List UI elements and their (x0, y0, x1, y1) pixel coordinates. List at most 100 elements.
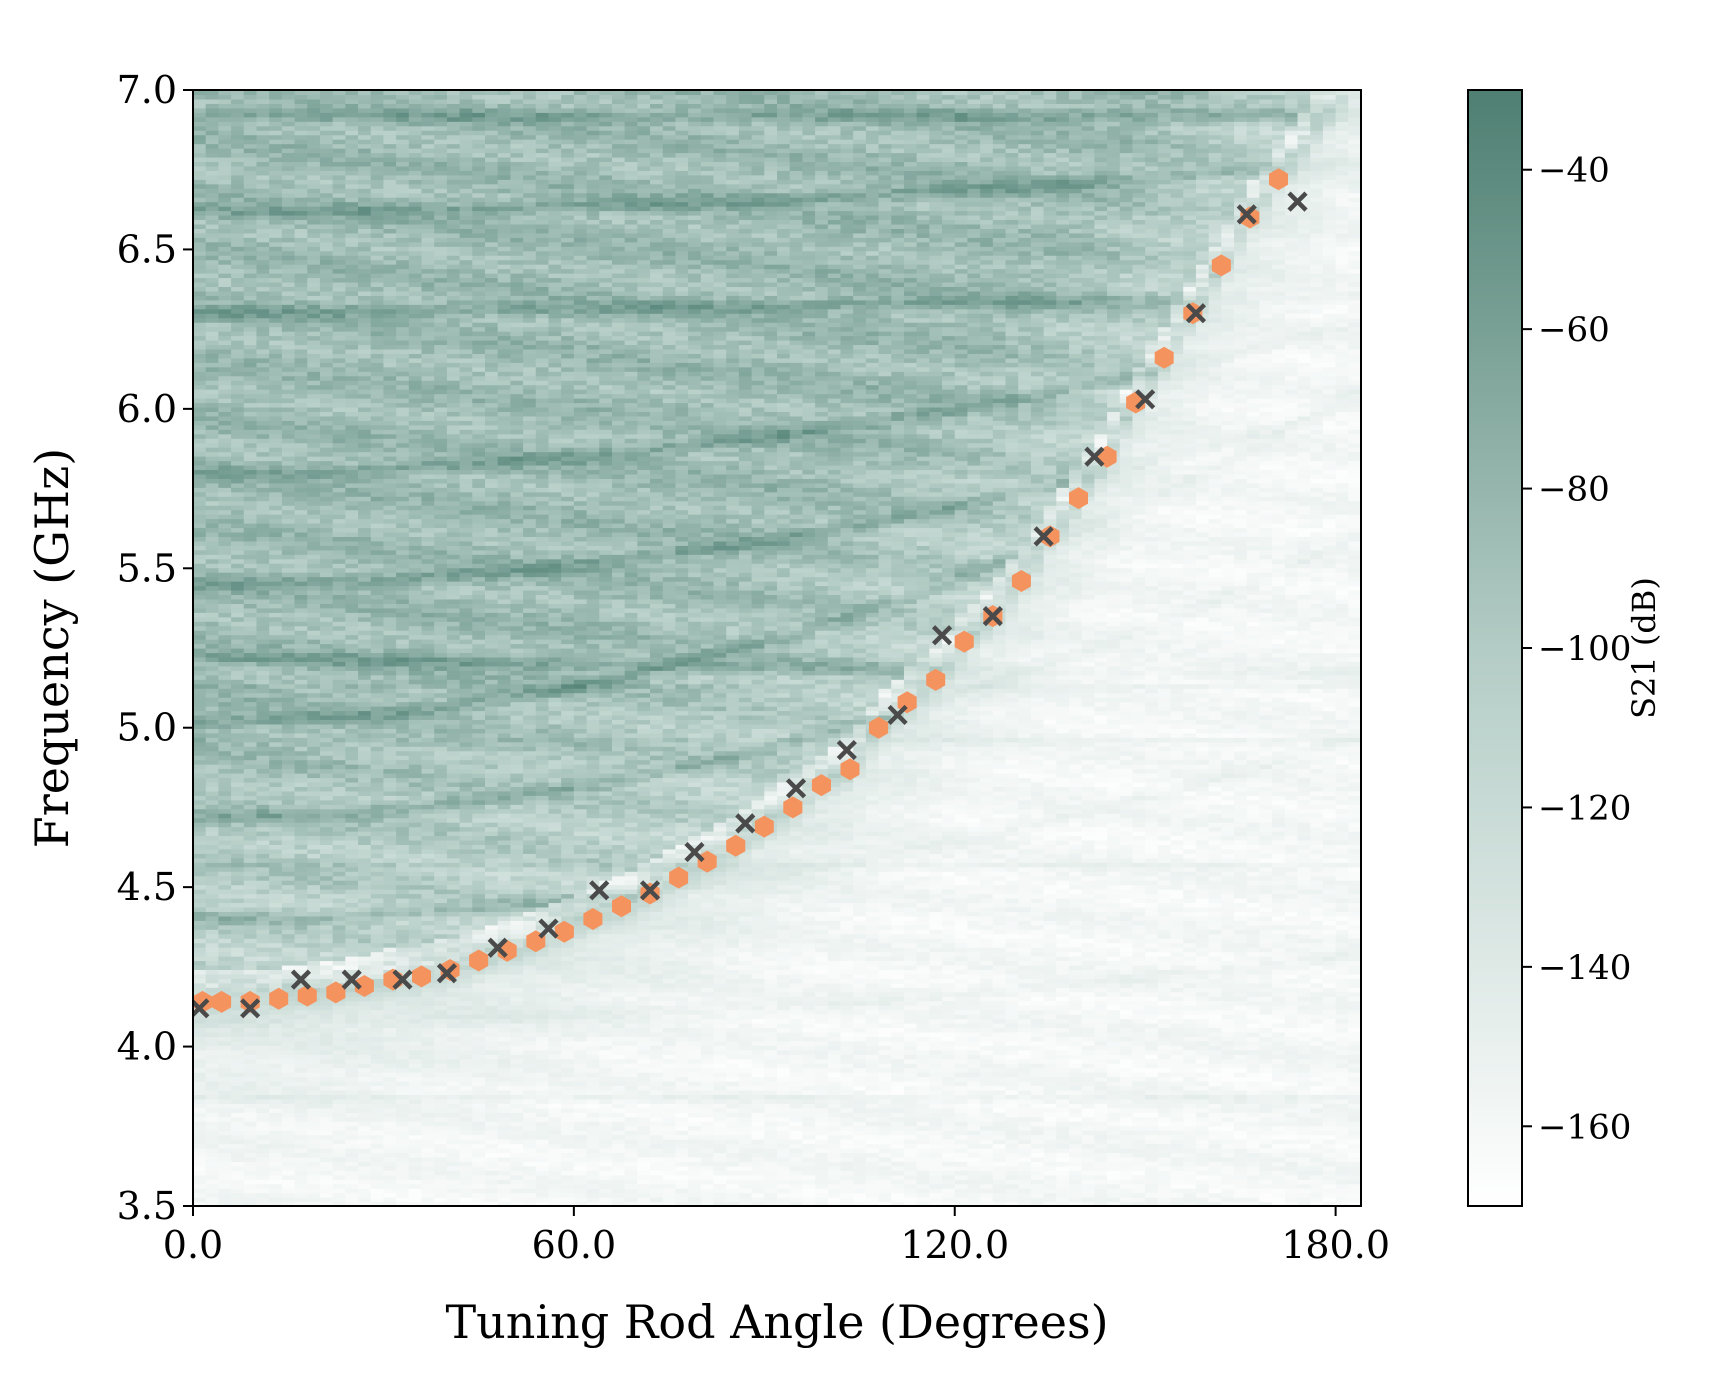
heatmap-cell (218, 112, 231, 117)
heatmap-cell (231, 318, 244, 323)
heatmap-cell (218, 934, 231, 939)
heatmap-cell (269, 862, 282, 867)
heatmap-cell (206, 599, 219, 604)
heatmap-cell (244, 693, 257, 698)
heatmap-cell (193, 648, 206, 653)
heatmap-cell (231, 277, 244, 282)
heatmap-cell (218, 438, 231, 443)
heatmap-cell (282, 608, 295, 613)
heatmap-cell (269, 800, 282, 805)
heatmap-cell (206, 1059, 219, 1064)
heatmap-cell (218, 661, 231, 666)
heatmap-cell (295, 1139, 308, 1144)
heatmap-cell (231, 929, 244, 934)
heatmap-cell (193, 813, 206, 818)
heatmap-cell (295, 1121, 308, 1126)
heatmap-cell (231, 1188, 244, 1193)
heatmap-cell (256, 956, 269, 961)
heatmap-cell (206, 871, 219, 876)
heatmap-cell (231, 135, 244, 140)
heatmap-cell (218, 161, 231, 166)
heatmap-cell (193, 652, 206, 657)
heatmap-cell (206, 702, 219, 707)
heatmap-cell (244, 103, 257, 108)
heatmap-cell (218, 452, 231, 457)
heatmap-cell (269, 956, 282, 961)
heatmap-cell (295, 1179, 308, 1184)
heatmap-cell (256, 1112, 269, 1117)
heatmap-cell (256, 1108, 269, 1113)
heatmap-cell (269, 764, 282, 769)
heatmap-cell (256, 349, 269, 354)
heatmap-cell (244, 367, 257, 372)
heatmap-cell (256, 304, 269, 309)
heatmap-cell (256, 688, 269, 693)
heatmap-cell (269, 755, 282, 760)
heatmap-cell (206, 130, 219, 135)
heatmap-cell (231, 907, 244, 912)
heatmap-cell (206, 487, 219, 492)
heatmap-cell (282, 1117, 295, 1122)
heatmap-cell (256, 411, 269, 416)
heatmap-cell (218, 1094, 231, 1099)
heatmap-cell (218, 1054, 231, 1059)
heatmap-cell (256, 880, 269, 885)
heatmap-cell (231, 572, 244, 577)
heatmap-cell (256, 1072, 269, 1077)
heatmap-cell (206, 519, 219, 524)
heatmap-cell (206, 617, 219, 622)
heatmap-cell (231, 353, 244, 358)
heatmap-cell (193, 487, 206, 492)
heatmap-cell (206, 157, 219, 162)
heatmap-cell (231, 407, 244, 412)
heatmap-cell (193, 527, 206, 532)
heatmap-cell (269, 242, 282, 247)
heatmap-cell (295, 1077, 308, 1082)
heatmap-cell (218, 157, 231, 162)
heatmap-cell (206, 193, 219, 198)
heatmap-cell (231, 1126, 244, 1131)
heatmap-cell (244, 438, 257, 443)
heatmap-cell (206, 536, 219, 541)
heatmap-cell (206, 206, 219, 211)
heatmap-cell (269, 1010, 282, 1015)
heatmap-cell (244, 219, 257, 224)
heatmap-cell (231, 728, 244, 733)
heatmap-cell (218, 943, 231, 948)
heatmap-cell (282, 193, 295, 198)
heatmap-cell (269, 907, 282, 912)
heatmap-cell (256, 1157, 269, 1162)
heatmap-cell (256, 246, 269, 251)
heatmap-cell (193, 885, 206, 890)
heatmap-cell (206, 456, 219, 461)
heatmap-cell (218, 545, 231, 550)
heatmap-cell (256, 103, 269, 108)
heatmap-cell (282, 108, 295, 113)
heatmap-cell (206, 367, 219, 372)
heatmap-cell (218, 264, 231, 269)
heatmap-cell (244, 858, 257, 863)
heatmap-cell (218, 559, 231, 564)
heatmap-cell (282, 871, 295, 876)
heatmap-cell (218, 1103, 231, 1108)
heatmap-cell (231, 603, 244, 608)
heatmap-cell (244, 1112, 257, 1117)
heatmap-cell (295, 1094, 308, 1099)
heatmap-cell (269, 246, 282, 251)
heatmap-cell (193, 889, 206, 894)
heatmap-cell (269, 1197, 282, 1202)
heatmap-cell (231, 840, 244, 845)
heatmap-cell (206, 99, 219, 104)
heatmap-cell (269, 327, 282, 332)
heatmap-cell (269, 1081, 282, 1086)
heatmap-cell (218, 630, 231, 635)
heatmap-cell (256, 188, 269, 193)
heatmap-cell (231, 411, 244, 416)
heatmap-cell (269, 1050, 282, 1055)
heatmap-cell (269, 1019, 282, 1024)
heatmap-cell (193, 844, 206, 849)
heatmap-cell (231, 670, 244, 675)
heatmap-cell (206, 1139, 219, 1144)
heatmap-cell (295, 1126, 308, 1131)
heatmap-cell (206, 394, 219, 399)
